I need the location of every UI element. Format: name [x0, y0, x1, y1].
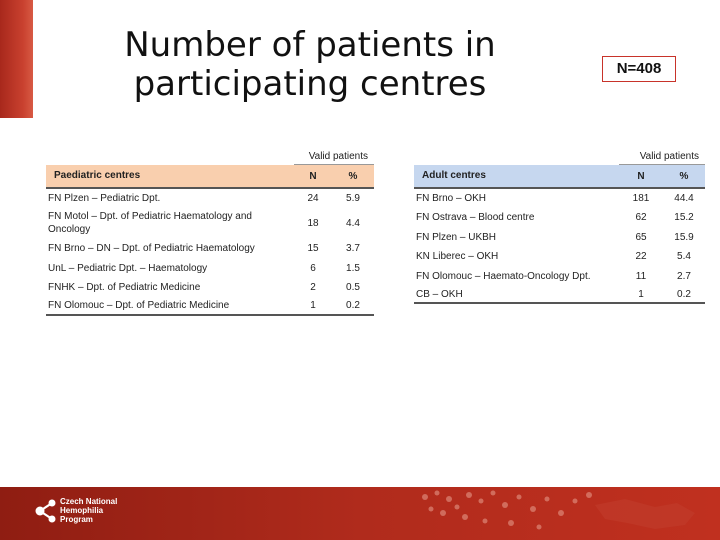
patient-count: 15: [307, 242, 319, 254]
patient-count: 2: [310, 282, 316, 293]
logo-text-line-3: Program: [60, 515, 93, 524]
centre-name: CB – OKH: [414, 286, 619, 304]
centre-name: FN Olomouc – Dpt. of Pediatric Medicine: [46, 297, 294, 316]
centre-name: UnL – Pediatric Dpt. – Haematology: [48, 262, 208, 274]
centre-name: FN Ostrava – Blood centre: [416, 212, 535, 223]
accent-bar: [0, 0, 33, 118]
patient-percent: 4.4: [346, 217, 360, 229]
patient-count: 181: [632, 193, 650, 204]
patient-count: 1: [619, 286, 663, 304]
title-line-1: Number of patients in: [124, 25, 496, 65]
table-row: CB – OKH 1 0.2: [414, 286, 705, 304]
centre-name: FN Plzen – Pediatric Dpt.: [48, 193, 161, 204]
patient-percent: 0.5: [346, 282, 360, 293]
title-line-2: participating centres: [133, 64, 487, 104]
organization-name: Czech National Hemophilia Program: [60, 497, 117, 524]
table-row: FNHK – Dpt. of Pediatric Medicine 2 0.5: [46, 278, 374, 297]
table-row: FN Ostrava – Blood centre 62 15.2: [414, 208, 705, 227]
patient-percent: 5.4: [677, 251, 691, 262]
patient-percent: 1.5: [346, 262, 360, 274]
valid-patients-label: Valid patients: [619, 148, 705, 165]
logo-text-line-2: Hemophilia: [60, 506, 104, 515]
valid-patients-row: Valid patients: [414, 148, 705, 165]
decorative-dots-pattern: [422, 490, 695, 530]
patient-percent: 5.9: [346, 193, 360, 204]
centre-name: FN Plzen – UKBH: [416, 231, 497, 243]
valid-patients-row: Valid patients: [46, 148, 374, 165]
patient-percent: 2.7: [677, 270, 691, 282]
column-header-centre: Adult centres: [414, 164, 619, 189]
patient-count: 24: [307, 193, 319, 204]
paediatric-centres-table: Valid patients Paediatric centres N % FN…: [46, 148, 374, 316]
centre-name: KN Liberec – OKH: [416, 251, 499, 262]
page-title: Number of patients in participating cent…: [60, 26, 560, 104]
centre-name: FN Olomouc – Haemato-Oncology Dpt.: [416, 270, 591, 282]
column-header-centre: Paediatric centres: [46, 164, 294, 189]
valid-patients-label: Valid patients: [294, 148, 374, 165]
patient-percent: 44.4: [674, 193, 694, 204]
table-row: KN Liberec – OKH 22 5.4: [414, 247, 705, 266]
column-header-pct: %: [663, 164, 705, 189]
patient-count: 65: [635, 231, 647, 243]
network-logo-icon: [35, 499, 56, 523]
total-patients-badge: N=408: [602, 56, 676, 82]
table-row: FN Brno – DN – Dpt. of Pediatric Haemato…: [46, 238, 374, 258]
table-header: Adult centres N %: [414, 164, 705, 189]
table-row: FN Motol – Dpt. of Pediatric Haematology…: [46, 208, 374, 238]
patient-percent: 0.2: [332, 297, 374, 316]
table-row: FN Olomouc – Haemato-Oncology Dpt. 11 2.…: [414, 266, 705, 286]
patient-count: 22: [635, 251, 647, 262]
logo-text-line-1: Czech National: [60, 497, 118, 506]
patient-percent: 15.9: [674, 231, 694, 243]
patient-count: 1: [294, 297, 332, 316]
table-row: FN Brno – OKH 181 44.4: [414, 188, 705, 208]
footer-bar: Czech National Hemophilia Program: [0, 487, 720, 540]
table-row: FN Plzen – Pediatric Dpt. 24 5.9: [46, 188, 374, 208]
table-header: Paediatric centres N %: [46, 164, 374, 189]
centre-name: FN Brno – DN – Dpt. of Pediatric Haemato…: [48, 242, 255, 254]
patient-percent: 0.2: [663, 286, 705, 304]
table-row: FN Plzen – UKBH 65 15.9: [414, 227, 705, 247]
patient-count: 6: [310, 262, 316, 274]
column-header-n: N: [294, 164, 332, 189]
column-header-n: N: [619, 164, 663, 189]
centre-name: FN Motol – Dpt. of Pediatric Haematology…: [48, 211, 252, 235]
patient-percent: 15.2: [674, 212, 694, 223]
patient-count: 62: [635, 212, 647, 223]
centre-name: FN Brno – OKH: [416, 193, 487, 204]
centre-name: FNHK – Dpt. of Pediatric Medicine: [48, 282, 201, 293]
adult-centres-table: Valid patients Adult centres N % FN Brno…: [414, 148, 705, 304]
patient-count: 18: [307, 217, 319, 229]
patient-count: 11: [635, 270, 647, 282]
table-row: FN Olomouc – Dpt. of Pediatric Medicine …: [46, 297, 374, 316]
column-header-pct: %: [332, 164, 374, 189]
patient-percent: 3.7: [346, 242, 360, 254]
table-row: UnL – Pediatric Dpt. – Haematology 6 1.5: [46, 258, 374, 278]
